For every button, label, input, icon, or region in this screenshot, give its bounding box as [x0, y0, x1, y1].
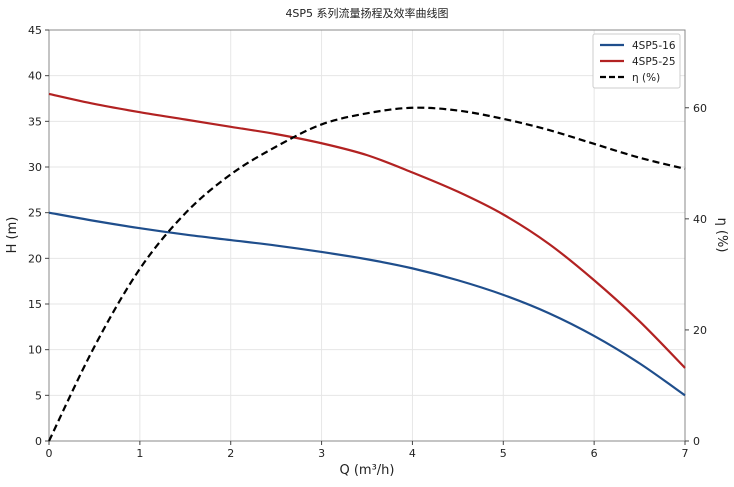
y2-tick-label: 20: [693, 324, 707, 337]
x-tick-label: 1: [136, 447, 143, 460]
y-tick-label: 10: [28, 344, 42, 357]
y-tick-label: 35: [28, 115, 42, 128]
y-tick-label: 45: [28, 24, 42, 37]
y-tick-label: 15: [28, 298, 42, 311]
series-line-1: [48, 92, 686, 369]
x-tick-label: 2: [227, 447, 234, 460]
y-tick-label: 40: [28, 70, 42, 83]
y2-axis-label: η (%): [714, 218, 729, 253]
x-axis-ticks: 0 1 2 3 4 5 6 7: [46, 441, 689, 460]
x-axis-label: Q (m³/h): [339, 463, 394, 478]
chart-title: 4SP5 系列流量扬程及效率曲线图: [285, 6, 448, 20]
y-axis-ticks: 0 5 10 15 20 25 30 35 40 45: [28, 24, 49, 448]
y2-tick-label: 40: [693, 213, 707, 226]
series-line-2: [48, 106, 686, 442]
x-tick-label: 6: [591, 447, 598, 460]
y2-tick-label: 60: [693, 102, 707, 115]
legend: 4SP5-16 4SP5-25 η (%): [592, 33, 681, 89]
y2-axis-ticks: 0 20 40 60: [685, 102, 707, 448]
y-tick-label: 30: [28, 161, 42, 174]
legend-label-1: 4SP5-25: [632, 56, 676, 68]
x-tick-label: 7: [682, 447, 689, 460]
y-tick-label: 25: [28, 207, 42, 220]
x-tick-label: 4: [409, 447, 416, 460]
grid: [48, 29, 686, 442]
plot-area-frame: [48, 29, 686, 442]
series-line-0: [48, 211, 686, 397]
legend-label-0: 4SP5-16: [632, 40, 676, 52]
x-tick-label: 3: [318, 447, 325, 460]
legend-box: [592, 33, 681, 89]
y2-tick-label: 0: [693, 435, 700, 448]
y-axis-label: H (m): [5, 217, 20, 254]
y-tick-label: 0: [35, 435, 42, 448]
series-layer: [48, 92, 686, 442]
y-tick-label: 20: [28, 252, 42, 265]
x-tick-label: 5: [500, 447, 507, 460]
y-tick-label: 5: [35, 389, 42, 402]
x-tick-label: 0: [46, 447, 53, 460]
legend-label-2: η (%): [632, 72, 660, 84]
